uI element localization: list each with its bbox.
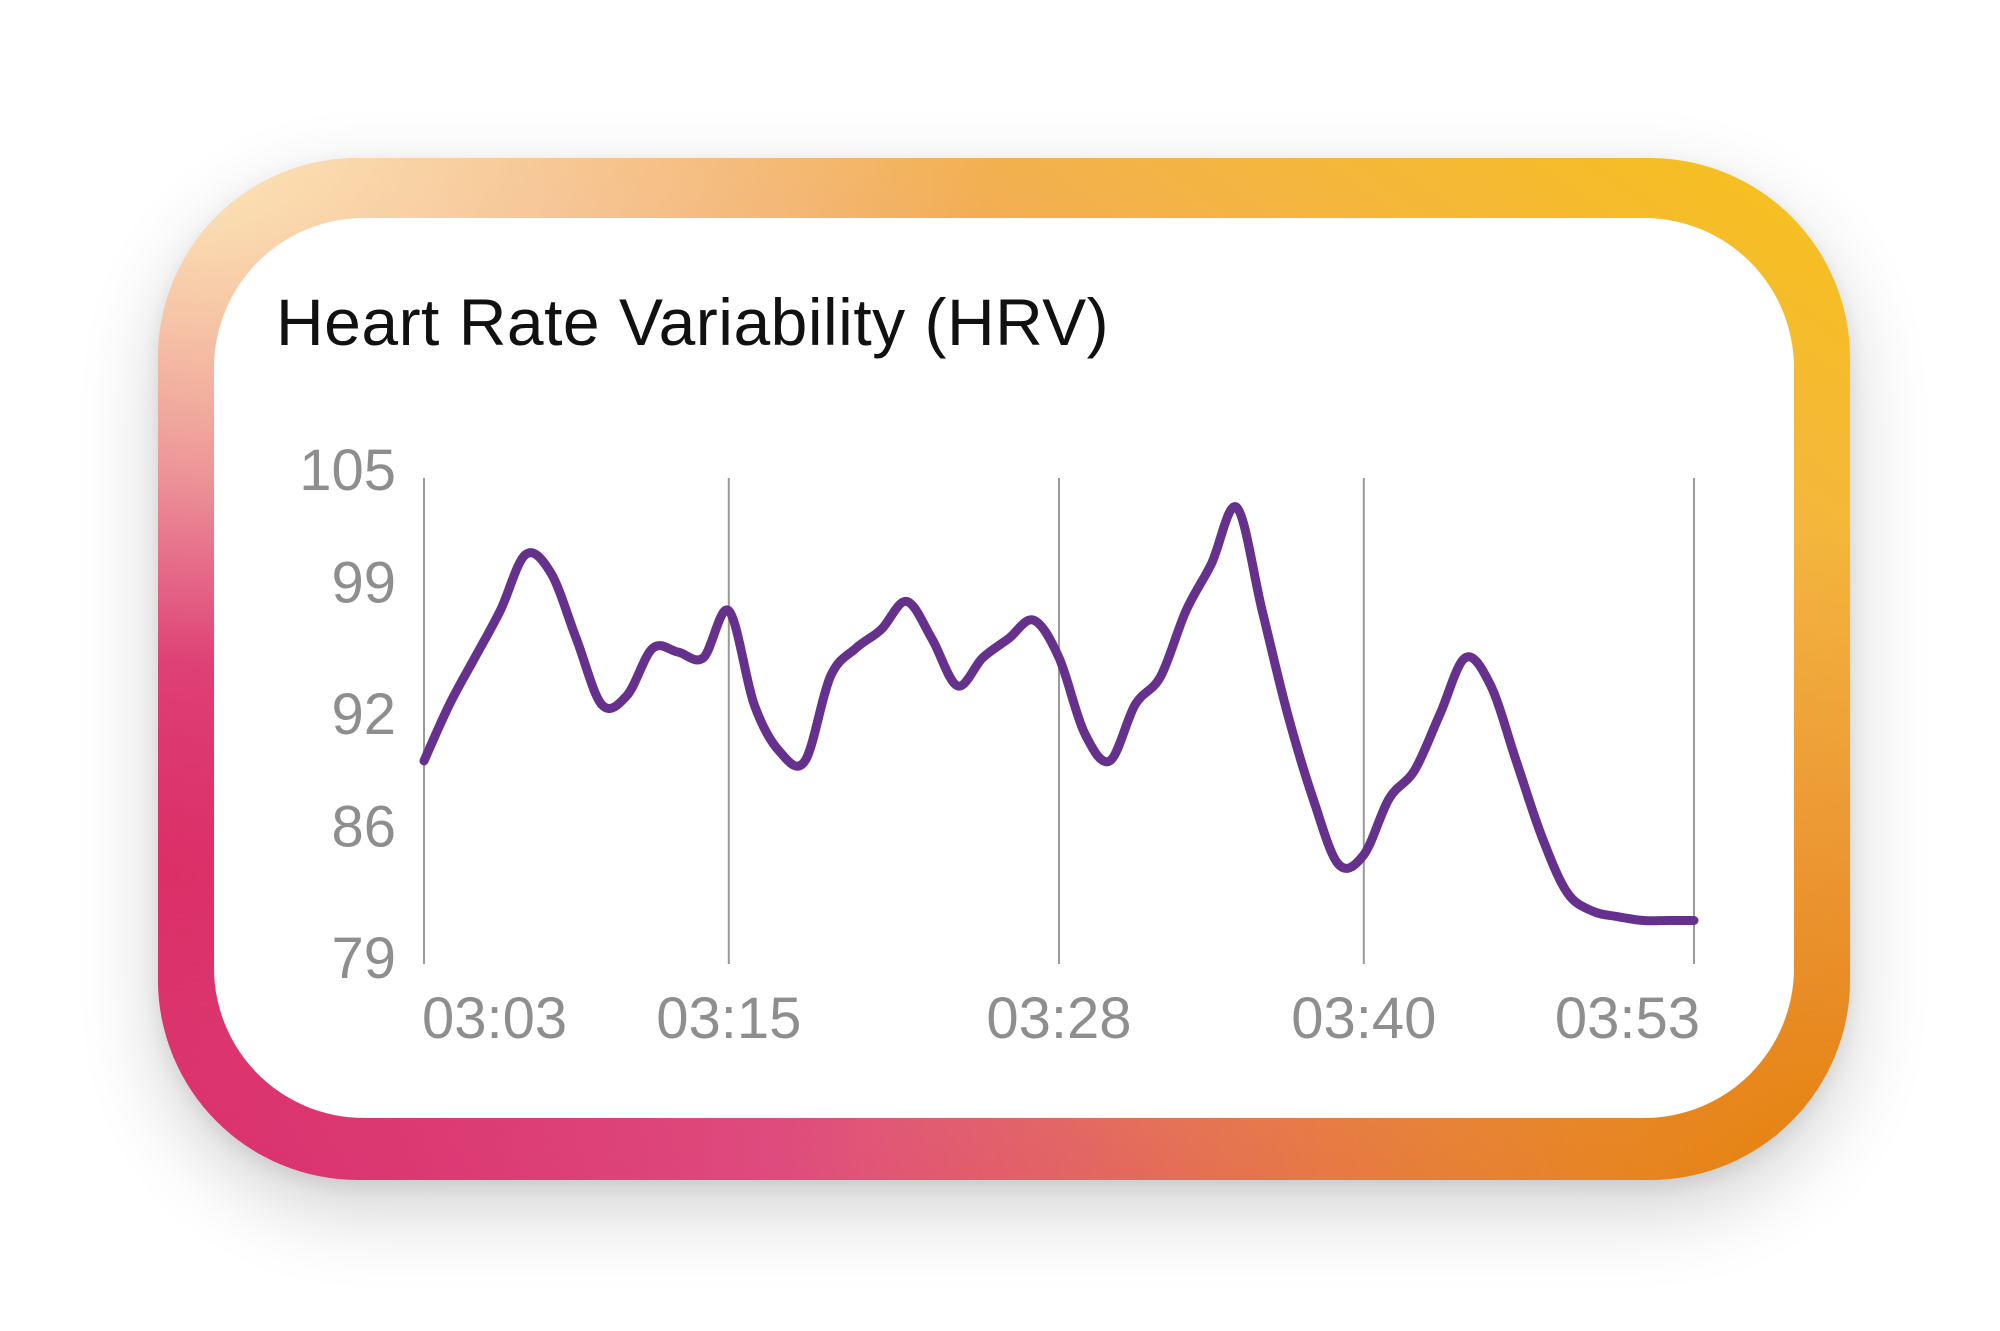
x-tick-label: 03:53 — [1555, 986, 1700, 1051]
y-tick-label: 79 — [331, 926, 396, 991]
x-tick-label: 03:15 — [656, 986, 801, 1051]
y-tick-label: 92 — [331, 682, 396, 747]
y-tick-label: 99 — [331, 551, 396, 616]
x-tick-label: 03:28 — [986, 986, 1131, 1051]
y-axis-ticks: 105 99 92 86 79 — [299, 438, 396, 991]
x-axis-ticks: 03:03 03:15 03:28 03:40 03:53 — [422, 986, 1700, 1051]
series-line-hrv — [419, 502, 1699, 926]
y-tick-label: 86 — [331, 795, 396, 860]
chart-title: Heart Rate Variability (HRV) — [276, 285, 1110, 359]
grid-lines — [423, 478, 1695, 964]
x-tick-label: 03:40 — [1291, 986, 1436, 1051]
x-tick-label: 03:03 — [422, 986, 567, 1051]
y-tick-label: 105 — [299, 438, 396, 503]
chart-card — [214, 218, 1794, 1118]
